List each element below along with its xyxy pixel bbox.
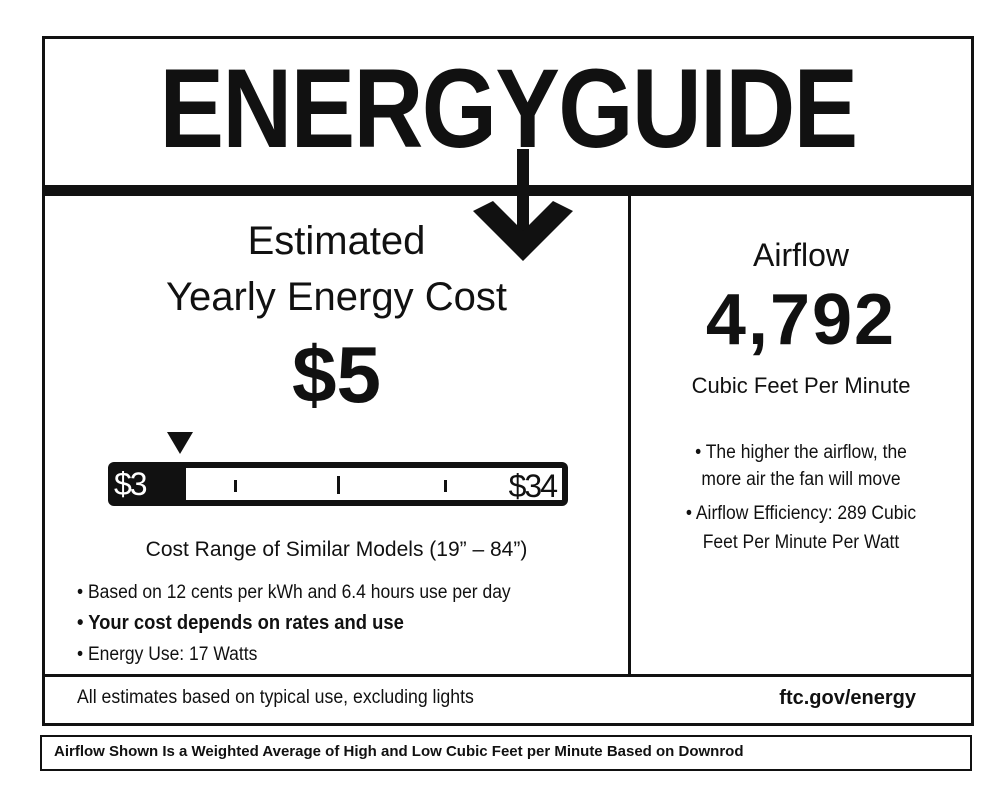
range-low: $3 <box>114 466 148 502</box>
range-caption: Cost Range of Similar Models (19” – 84”) <box>145 538 528 561</box>
airflow-note: Feet Per Minute Per Watt <box>702 532 900 553</box>
airflow-note-text: Airflow Shown Is a Weighted Average of H… <box>54 743 744 760</box>
cost-heading-line1: Estimated <box>247 219 426 263</box>
range-tick <box>444 480 447 492</box>
cost-heading-line2: Yearly Energy Cost <box>166 275 507 319</box>
bullet-cost-depends: • Your cost depends on rates and use <box>77 612 404 634</box>
airflow-heading: Airflow <box>752 237 849 273</box>
range-tick <box>337 476 340 494</box>
title-bar: ENERGYGUIDE <box>45 39 971 185</box>
airflow-note-box: Airflow Shown Is a Weighted Average of H… <box>40 735 972 771</box>
range-tick <box>234 480 237 492</box>
bullet-rate: • Based on 12 cents per kWh and 6.4 hour… <box>77 582 511 603</box>
airflow-unit: Cubic Feet Per Minute <box>691 373 911 398</box>
down-arrow-icon <box>473 149 573 261</box>
column-divider <box>628 196 631 674</box>
airflow-note: more air the fan will move <box>701 469 901 490</box>
footer-divider <box>45 674 971 677</box>
airflow-value: 4,792 <box>705 280 897 360</box>
footer-url: ftc.gov/energy <box>779 687 916 709</box>
cost-marker-icon <box>167 432 193 454</box>
airflow-note: • Airflow Efficiency: 289 Cubic <box>685 503 917 524</box>
airflow-note: • The higher the airflow, the <box>695 442 907 463</box>
energy-guide-label: ENERGYGUIDE Estimated Yearly Energy Cost… <box>42 36 974 726</box>
cost-range-bar: $3 $34 <box>108 462 568 506</box>
range-high: $34 <box>508 468 558 504</box>
label-title: ENERGYGUIDE <box>159 46 858 172</box>
bullet-energy-use: • Energy Use: 17 Watts <box>77 644 258 665</box>
title-divider <box>45 185 971 196</box>
range-scale: $34 <box>186 468 562 504</box>
footer-disclaimer: All estimates based on typical use, excl… <box>77 687 474 708</box>
yearly-cost-value: $5 <box>292 330 381 419</box>
